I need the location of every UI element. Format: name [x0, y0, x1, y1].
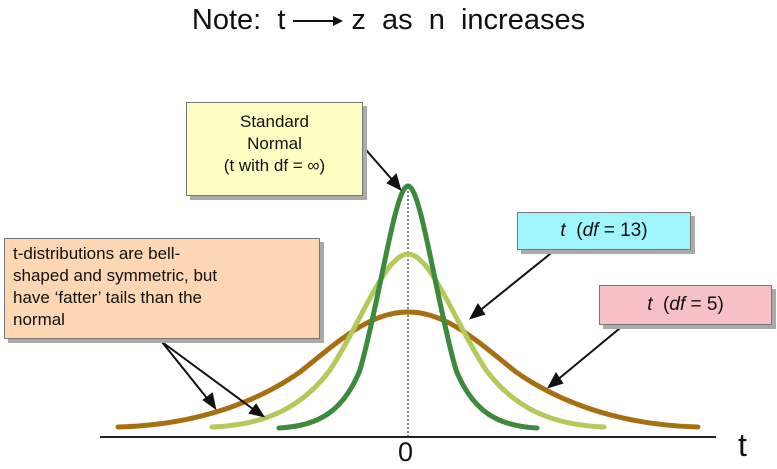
paren-open: ( — [663, 294, 670, 315]
right-arrow-icon — [293, 11, 344, 31]
t-symbol: t — [647, 294, 653, 315]
title-suffix: z as n increases — [351, 4, 586, 36]
t-symbol: t — [560, 220, 566, 241]
axis-zero-label: 0 — [398, 437, 414, 467]
tails-note-line3: have ‘fatter’ tails than the — [13, 288, 203, 307]
axis-variable-label: t — [738, 427, 747, 463]
arrowhead-icon — [248, 403, 266, 418]
arrowhead-icon — [386, 173, 402, 191]
arrowhead-icon — [468, 303, 486, 320]
standard-normal-line2: Normal — [247, 134, 302, 153]
callout-standard-normal: Standard Normal (t with df = ∞) — [186, 102, 363, 196]
callout-t-df-13: t (df = 13) — [517, 212, 691, 250]
tails-note-line4: normal — [13, 310, 65, 329]
pointer-df5 — [555, 323, 626, 382]
curve-t-df-5 — [115, 309, 701, 430]
callout-t-df-5: t (df = 5) — [599, 285, 772, 325]
pointer-arrows — [161, 142, 626, 418]
pointer-standard-normal — [359, 142, 396, 184]
tails-note-line1: t-distributions are bell- — [13, 244, 181, 263]
arrowhead-icon — [546, 372, 564, 389]
df-value: = 13) — [598, 220, 648, 241]
df-symbol: df — [669, 294, 686, 315]
tails-note-line2: shaped and symmetric, but — [13, 266, 218, 285]
curve-standard-normal — [276, 183, 540, 431]
title-prefix: Note: t — [191, 4, 286, 36]
standard-normal-line1: Standard — [240, 112, 309, 131]
paren-open: ( — [576, 220, 583, 241]
df-symbol: df — [582, 220, 599, 241]
title: Note: t z as n increases — [0, 4, 777, 37]
standard-normal-line3: (t with df = ∞) — [223, 156, 326, 175]
df-value: = 5) — [685, 294, 724, 315]
pointer-tails-left — [161, 341, 211, 403]
callout-tails-note: t-distributions are bell- shaped and sym… — [4, 238, 320, 339]
pointer-tails-right — [161, 341, 258, 413]
arrowhead-icon — [202, 392, 217, 411]
pointer-df13 — [477, 249, 556, 313]
curve-t-df-13 — [209, 251, 607, 430]
